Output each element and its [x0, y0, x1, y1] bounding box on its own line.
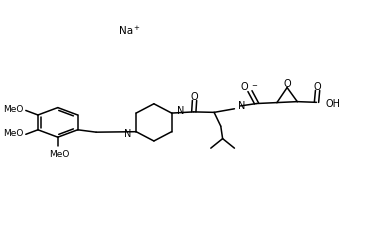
Text: OH: OH	[325, 99, 340, 109]
Text: MeO: MeO	[49, 150, 69, 159]
Text: Na: Na	[119, 25, 133, 36]
Text: N: N	[238, 101, 245, 111]
Text: N: N	[124, 129, 131, 139]
Text: O: O	[191, 92, 198, 102]
Text: O: O	[240, 82, 248, 92]
Text: +: +	[133, 25, 139, 31]
Text: O: O	[314, 82, 321, 92]
Text: MeO: MeO	[3, 129, 24, 138]
Text: −: −	[251, 83, 257, 89]
Text: MeO: MeO	[3, 105, 24, 114]
Text: O: O	[283, 79, 291, 89]
Text: N: N	[177, 106, 184, 116]
